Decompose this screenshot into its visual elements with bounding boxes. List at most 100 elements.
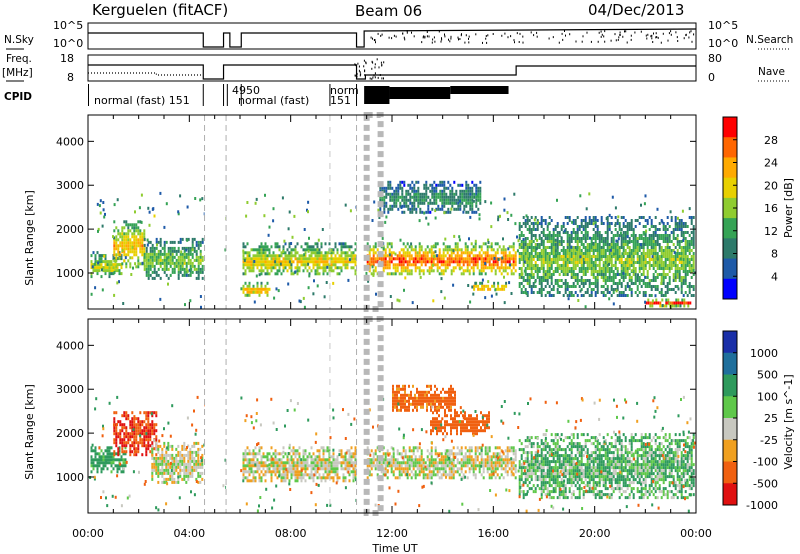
power-cell [670,252,673,255]
power-cell [586,267,589,270]
nsearch-mark [652,41,654,43]
power-cell [510,257,513,261]
velocity-cell [165,450,168,454]
power-cell [316,245,319,249]
power-cell [443,192,446,196]
power-cell [432,257,435,261]
velocity-cell [120,470,123,474]
power-cell [324,266,327,270]
power-cell [372,245,375,249]
power-scatter-cell [440,277,443,281]
power-cell [646,285,649,288]
power-cell [684,252,687,255]
power-cell [448,257,451,261]
velocity-cell [296,473,299,477]
power-cell [640,246,643,249]
power-cell [676,285,679,288]
power-cell [634,279,637,282]
power-cell [662,222,665,225]
velocity-cell [118,458,121,462]
power-cell [620,276,623,279]
power-scatter-cell [639,243,642,247]
power-cell [622,291,625,294]
velocity-cell [246,458,249,462]
power-cell [390,242,393,246]
power-cell [391,192,394,196]
power-cell [298,260,301,264]
power-cell [584,240,587,243]
power-cell [610,270,613,273]
power-cell [536,291,539,294]
power-scatter-cell [432,263,434,267]
power-cell [437,207,440,211]
power-cell [447,210,450,214]
power-cell [326,254,329,258]
power-cell [662,240,665,243]
power-cell [318,248,321,252]
power-cell [520,252,523,255]
power-cell [634,252,637,255]
power-cell [660,252,663,255]
power-cell [320,251,323,255]
velocity-cell [163,477,166,481]
power-cell [576,294,579,297]
power-cell [622,264,625,267]
power-cell [169,273,172,277]
power-cell [117,250,120,254]
power-cell [408,269,411,273]
velocity-cell [106,461,109,465]
power-cell [322,260,325,264]
power-cell [616,270,619,273]
power-cell [602,291,605,294]
power-scatter-cell [538,252,541,255]
power-cell [566,285,569,288]
power-cell [394,269,397,273]
power-cell [452,257,455,261]
power-cell [608,243,611,246]
power-cell [600,258,603,261]
power-cell [602,222,605,225]
power-cell [640,261,643,264]
power-cell [127,235,130,239]
power-scatter-cell [190,267,193,271]
power-cell [153,270,156,274]
power-cell [163,258,166,262]
power-cell [582,237,585,240]
power-cell [518,255,521,258]
velocity-cell [159,462,162,466]
power-cell [538,234,541,237]
velocity-cell [242,464,245,468]
power-cell [624,252,627,255]
power-cell [470,260,473,264]
power-cell [632,282,635,285]
power-cell [498,266,501,270]
power-cell [114,263,117,267]
power-cell [654,216,657,219]
velocity-cell [157,447,160,451]
power-cell [673,304,676,308]
power-cell [447,198,450,202]
power-scatter-cell [534,280,537,284]
power-cell [582,258,585,261]
power-cell [258,254,261,258]
power-cell [304,254,307,258]
power-cell [191,270,194,274]
velocity-cell [248,461,251,465]
power-cell [526,261,529,264]
velocity-cell [155,471,158,475]
power-cell [294,254,297,258]
power-cell [526,291,529,294]
velocity-cell [118,452,121,456]
velocity-cell [110,446,113,450]
velocity-cell [189,459,192,463]
velocity-cell [135,453,138,457]
power-cell [330,263,333,267]
nsearch-mark [660,41,662,44]
power-cell [532,240,535,243]
power-cell [137,238,140,242]
power-cell [540,261,543,264]
power-scatter-cell [676,216,679,220]
power-cell [506,266,509,270]
power-cell [646,246,649,249]
power-cell [564,267,567,270]
